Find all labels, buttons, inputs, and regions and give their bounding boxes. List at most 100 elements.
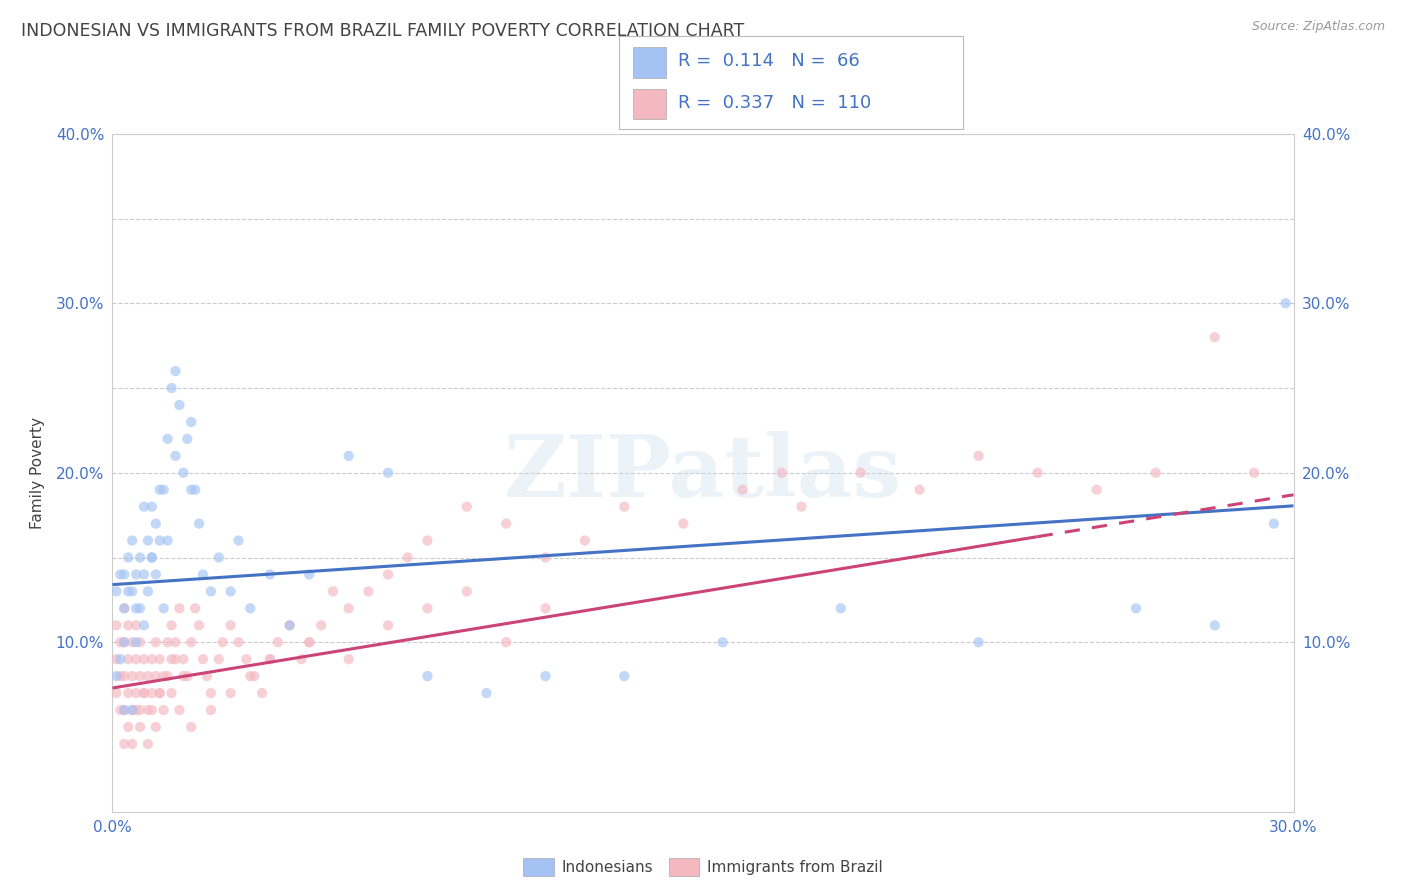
Point [160,618,183,632]
Point [149,686,172,700]
Point [574,533,596,548]
Point [136,703,159,717]
Point [396,550,419,565]
Point [184,601,207,615]
Point [377,466,399,480]
Point [141,652,163,666]
Point [121,635,143,649]
Point [110,652,132,666]
Point [172,652,194,666]
Point [172,466,194,480]
Point [129,669,152,683]
Point [132,618,155,632]
Point [1026,466,1049,480]
Point [337,449,360,463]
Point [191,567,214,582]
Point [219,584,242,599]
Point [219,618,242,632]
Point [613,669,636,683]
Point [165,652,187,666]
Point [145,516,167,531]
Text: INDONESIAN VS IMMIGRANTS FROM BRAZIL FAMILY POVERTY CORRELATION CHART: INDONESIAN VS IMMIGRANTS FROM BRAZIL FAM… [21,22,744,40]
Point [105,618,128,632]
Point [110,669,132,683]
Point [377,567,399,582]
Point [105,652,128,666]
Point [613,500,636,514]
Point [160,686,183,700]
Point [125,567,148,582]
Point [298,635,321,649]
Point [180,635,202,649]
Point [259,652,281,666]
Point [1274,296,1296,310]
Point [121,703,143,717]
Point [136,737,159,751]
Point [125,618,148,632]
Point [156,533,179,548]
Point [1204,618,1226,632]
Point [141,686,163,700]
Point [309,618,332,632]
Point [176,432,198,446]
Point [200,703,222,717]
Point [208,652,231,666]
Point [1204,330,1226,344]
Point [172,669,194,683]
Point [259,567,281,582]
Point [152,483,174,497]
Point [267,635,290,649]
Point [136,584,159,599]
Point [169,398,191,412]
Point [188,618,211,632]
Point [211,635,233,649]
Point [337,601,360,615]
Point [672,516,695,531]
Point [129,635,152,649]
Point [125,635,148,649]
Point [125,601,148,615]
Point [149,533,172,548]
Point [105,686,128,700]
Point [129,550,152,565]
Point [184,483,207,497]
Point [191,652,214,666]
Point [141,550,163,565]
Point [112,703,135,717]
Point [141,703,163,717]
Point [125,686,148,700]
Point [180,720,202,734]
Point [145,567,167,582]
Point [180,483,202,497]
Point [117,584,139,599]
Point [121,533,143,548]
Point [239,669,262,683]
Legend: Indonesians, Immigrants from Brazil: Indonesians, Immigrants from Brazil [517,852,889,882]
Point [141,550,163,565]
Point [117,652,139,666]
Text: ZIPatlas: ZIPatlas [503,431,903,515]
Point [243,669,266,683]
Point [298,635,321,649]
Point [200,686,222,700]
Point [278,618,301,632]
Point [112,567,135,582]
Point [156,635,179,649]
Point [152,669,174,683]
Point [105,669,128,683]
Point [117,550,139,565]
Point [908,483,931,497]
Point [112,635,135,649]
Point [208,550,231,565]
Point [121,703,143,717]
Point [377,618,399,632]
Point [117,618,139,632]
Point [456,584,478,599]
Point [416,669,439,683]
Point [967,449,990,463]
Point [278,618,301,632]
Point [235,652,257,666]
Point [711,635,734,649]
Point [731,483,754,497]
Point [149,483,172,497]
